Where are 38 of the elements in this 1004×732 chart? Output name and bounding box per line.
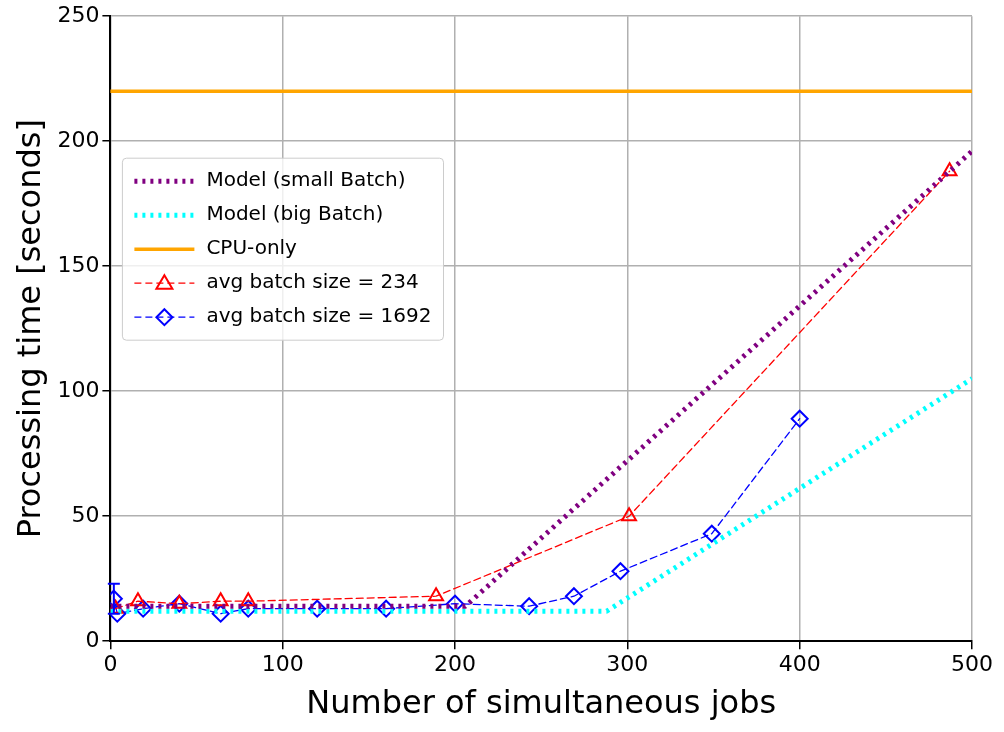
point [621,507,638,522]
point [520,597,539,616]
x-axis-title: Number of simultaneous jobs [306,683,777,722]
legend-label: CPU-only [206,235,298,260]
legend-label: Model (small Batch) [206,167,406,192]
point [130,592,146,607]
point [308,599,327,618]
x-tick-label: 0 [103,651,118,677]
point [134,599,153,618]
point [564,587,583,606]
point [377,599,396,618]
y-tick-label: 100 [57,376,100,402]
x-tick-label: 400 [778,651,821,677]
legend-label: avg batch size = 1692 [206,303,432,328]
x-tick-label: 100 [261,651,304,677]
point [171,594,188,609]
point [790,409,809,428]
x-tick-label: 500 [951,651,993,677]
y-axis-title: Processing time [seconds] [9,119,48,539]
point [941,162,958,177]
x-tick-label: 200 [434,651,477,677]
y-tick-label: 250 [57,1,100,27]
point [702,524,721,543]
point [211,604,230,623]
y-tick-label: 50 [71,501,100,527]
legend-label: avg batch size = 234 [206,269,419,294]
point [170,594,189,613]
point [446,594,465,613]
legend-label: Model (big Batch) [206,201,384,226]
point [212,592,229,607]
point [611,562,630,581]
y-tick-label: 150 [57,251,100,277]
point [428,587,445,602]
y-tick-label: 200 [57,126,100,152]
point [240,592,257,607]
y-tick-label: 0 [85,626,100,652]
x-tick-label: 300 [606,651,649,677]
point [110,604,127,623]
